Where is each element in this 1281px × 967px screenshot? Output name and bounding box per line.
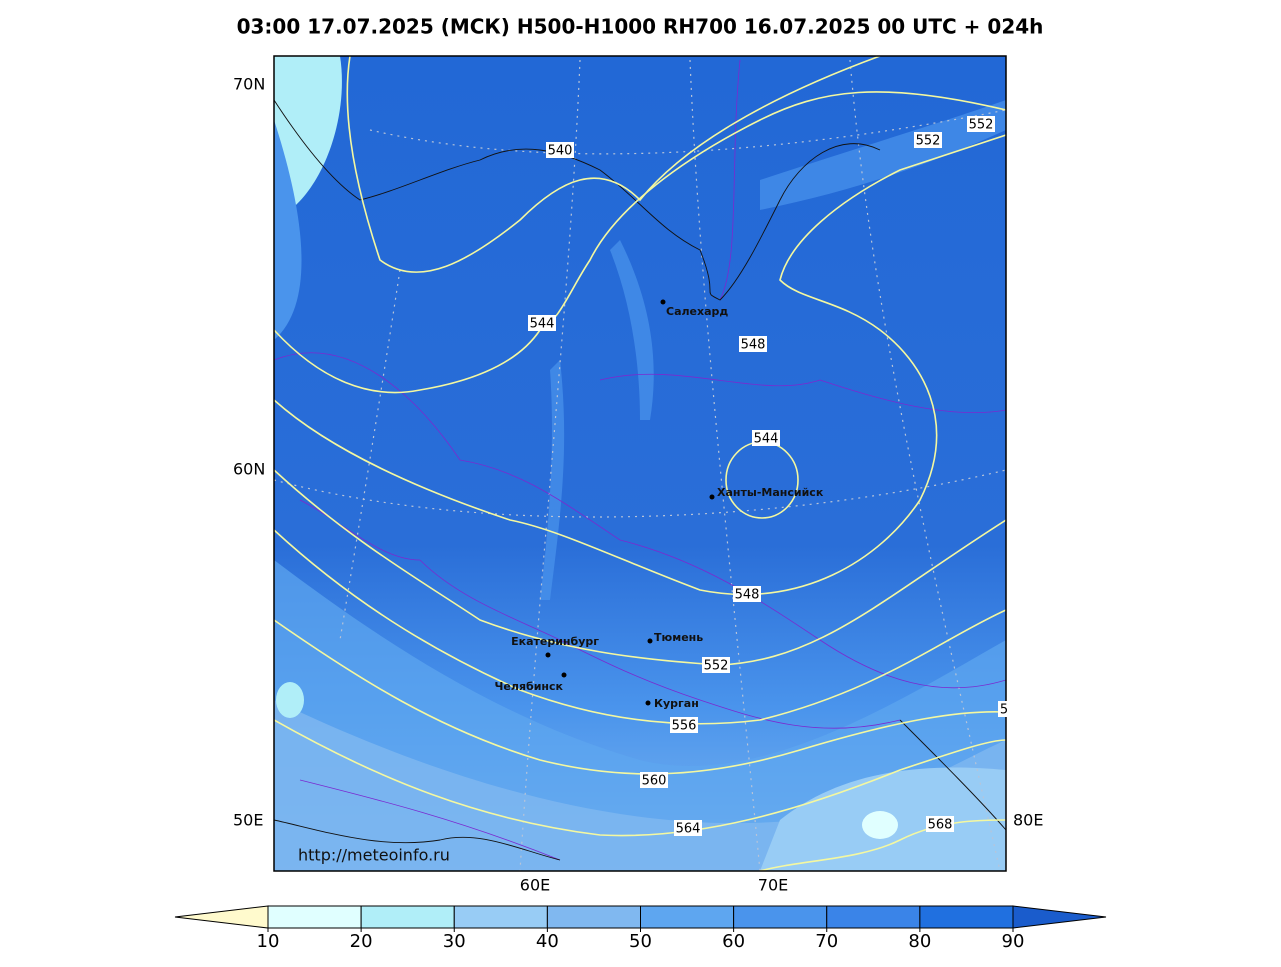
contour-label: 568	[926, 816, 954, 833]
colorbar-box	[546, 905, 641, 929]
contour-label-box	[528, 315, 556, 331]
contour-label-box	[640, 772, 668, 788]
grid-label: 70N	[233, 75, 265, 94]
colorbar-tick-label: 20	[350, 931, 373, 952]
map	[274, 56, 1006, 871]
contour-label: 544	[752, 430, 780, 447]
contour-label-box	[926, 816, 954, 832]
contour-label: 552	[702, 657, 730, 674]
contour-label-text: 552	[704, 659, 729, 674]
contour-label: 5	[998, 701, 1010, 718]
city-name: Салехард	[666, 305, 728, 318]
city-name: Ханты-Мансийск	[717, 486, 824, 499]
contour-label-box	[739, 336, 767, 352]
city-name: Челябинск	[495, 680, 564, 693]
city-name: Екатеринбург	[511, 635, 599, 648]
colorbar-box	[919, 905, 1014, 929]
contour-label-text: 552	[969, 118, 994, 133]
contour-label-text: 548	[735, 588, 760, 603]
contour-label: 544	[528, 315, 556, 332]
contour-label: 556	[670, 717, 698, 734]
contour-label-text: 560	[642, 774, 667, 789]
contour-label: 564	[674, 820, 702, 837]
colorbar-extend-low	[174, 905, 269, 929]
colorbar-box	[267, 905, 362, 929]
city-name: Тюмень	[654, 631, 703, 644]
map-frame	[273, 55, 1007, 872]
contour-label-text: 544	[530, 317, 555, 332]
city-dot	[660, 299, 666, 305]
contour-label-text: 540	[548, 144, 573, 159]
contour-label: 548	[733, 586, 761, 603]
contour-label-box	[752, 430, 780, 446]
contour-label-box	[733, 586, 761, 602]
city-dot	[561, 672, 567, 678]
contour-label-text: 544	[754, 432, 779, 447]
colorbar-box	[640, 905, 735, 929]
colorbar-tick-label: 80	[908, 931, 931, 952]
grid-label: 60N	[233, 460, 265, 479]
contour-label-text: 548	[741, 338, 766, 353]
contour-label: 552	[914, 132, 942, 149]
contour-label: 548	[739, 336, 767, 353]
contour-label-box	[546, 142, 574, 158]
colorbar-tick-label: 50	[629, 931, 652, 952]
colorbar-box	[360, 905, 455, 929]
city-dot	[709, 494, 715, 500]
grid-label: 60E	[520, 876, 550, 895]
contour-label-box	[967, 116, 995, 132]
contour-label-text: 564	[676, 822, 701, 837]
contour-label-text: 556	[672, 719, 697, 734]
colorbar-box	[733, 905, 828, 929]
colorbar-extend-high	[1012, 905, 1107, 929]
city-dot	[645, 700, 651, 706]
grid-label: 50E	[233, 811, 263, 830]
title: 03:00 17.07.2025 (МСК) H500-H1000 RH700 …	[237, 15, 1044, 39]
contour-label-box	[702, 657, 730, 673]
colorbar-tick-label: 30	[443, 931, 466, 952]
city-dot	[647, 638, 653, 644]
city-name: Курган	[654, 697, 699, 710]
colorbar-tick-label: 10	[257, 931, 280, 952]
colorbar-tick-label: 40	[536, 931, 559, 952]
contour-label: 540	[546, 142, 574, 159]
grid-label: 70E	[758, 876, 788, 895]
city-dot	[545, 652, 551, 658]
contour-label-text: 552	[916, 134, 941, 149]
colorbar-box	[453, 905, 548, 929]
contour-label: 560	[640, 772, 668, 789]
colorbar-tick-label: 90	[1002, 931, 1025, 952]
contour-label: 552	[967, 116, 995, 133]
source-url: http://meteoinfo.ru	[298, 846, 450, 865]
contour-label-text: 568	[928, 818, 953, 833]
contour-label-text: 5	[1000, 703, 1008, 718]
contour-label-box	[914, 132, 942, 148]
grid-label: 80E	[1013, 811, 1043, 830]
contour-label-box	[674, 820, 702, 836]
colorbar-tick-label: 60	[722, 931, 745, 952]
contour-label-box	[670, 717, 698, 733]
contour-label-box	[998, 701, 1010, 717]
colorbar-box	[826, 905, 921, 929]
colorbar-tick-label: 70	[815, 931, 838, 952]
